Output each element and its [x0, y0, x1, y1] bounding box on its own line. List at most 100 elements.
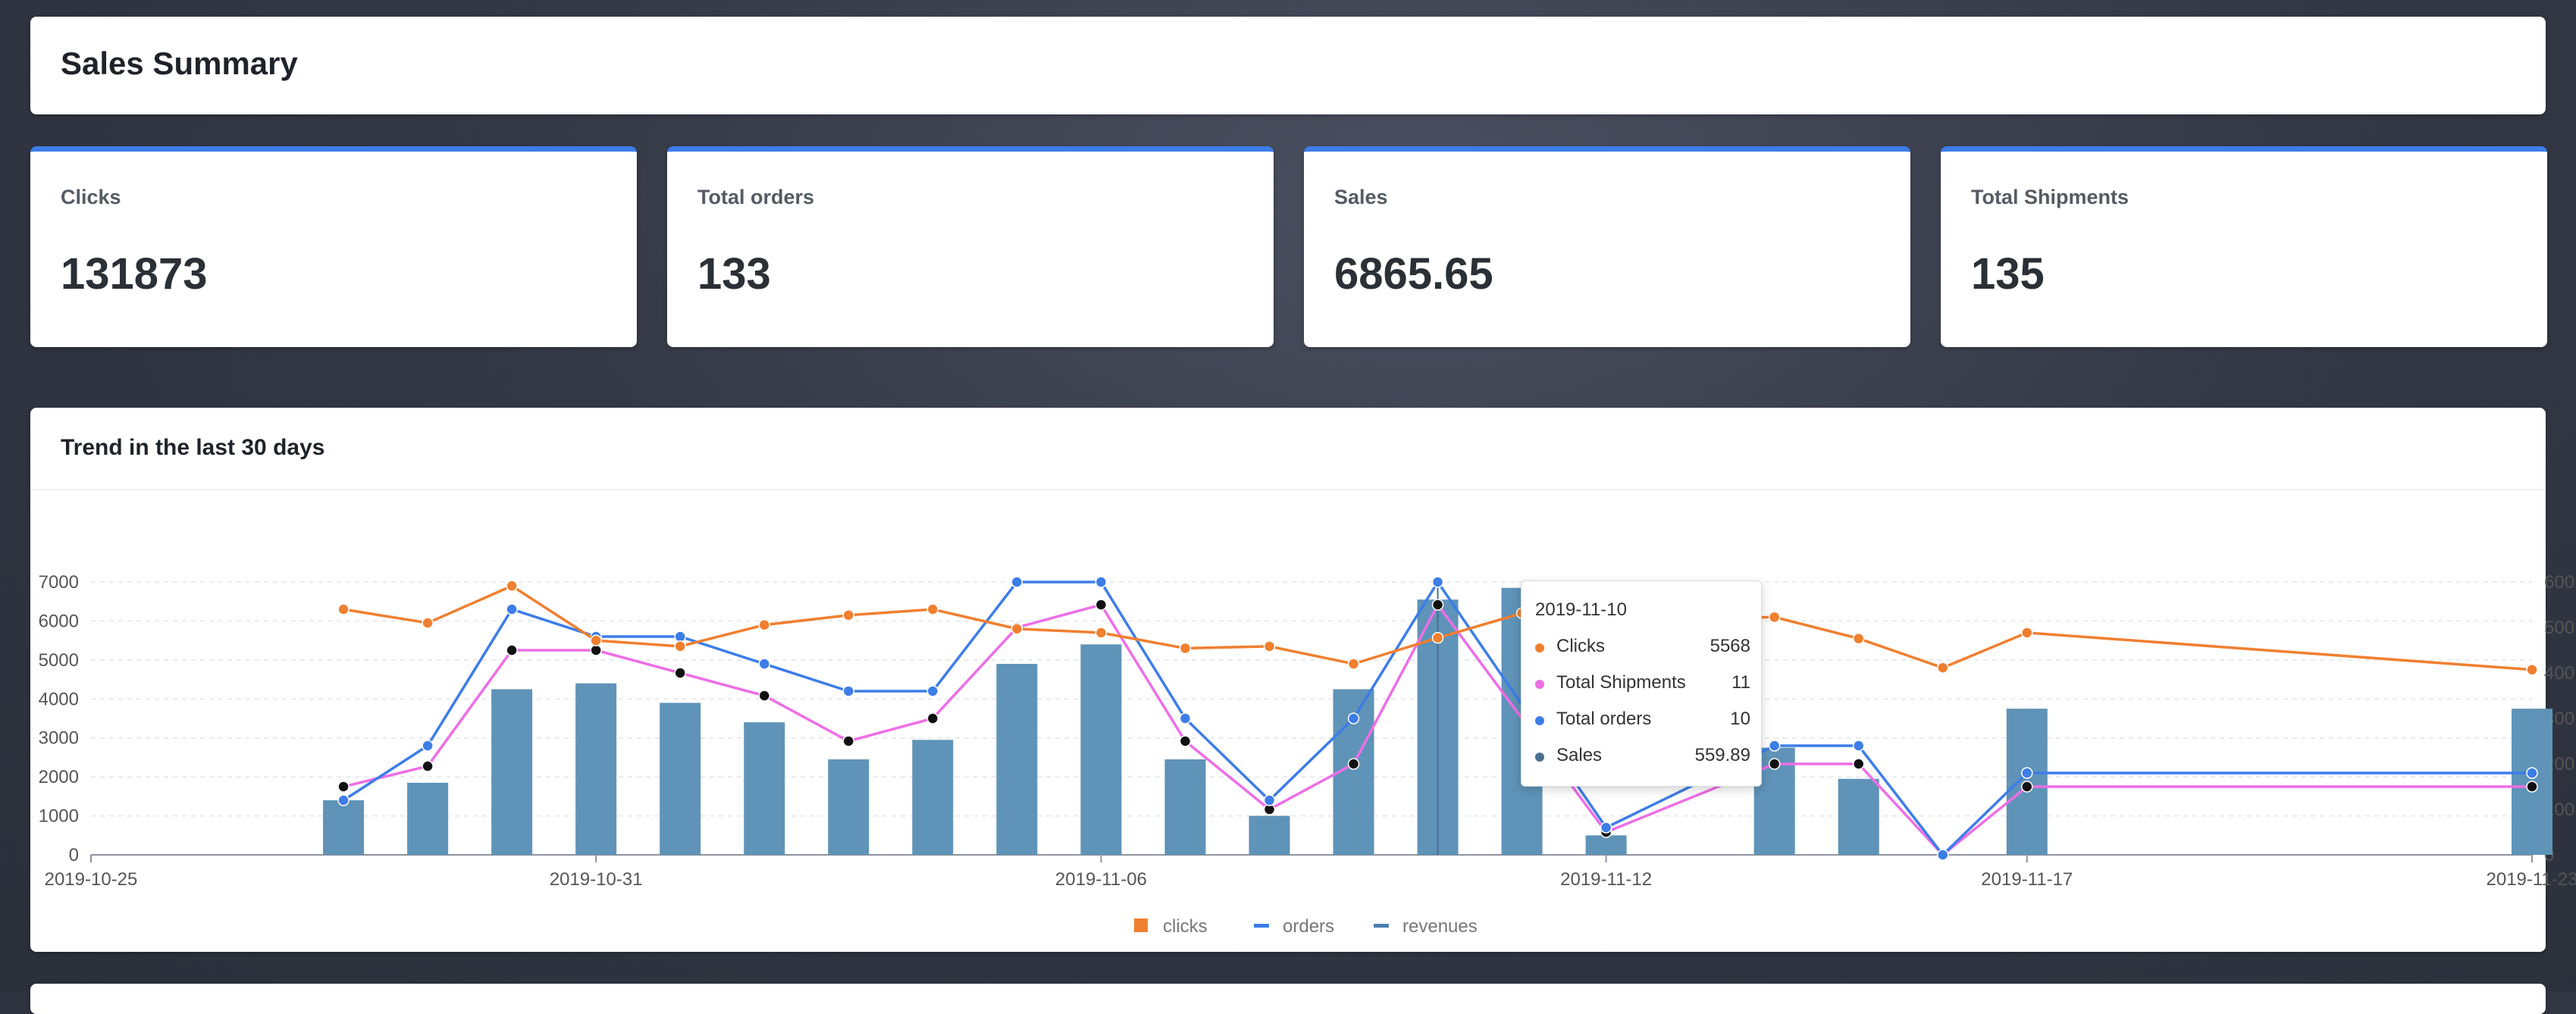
point-total-shipments [2526, 781, 2538, 793]
x-tick-label: 2019-10-31 [550, 869, 643, 890]
page-title: Sales Summary [61, 45, 298, 81]
point-total-shipments [1431, 599, 1444, 611]
y-left-tick-label: 7000 [39, 572, 79, 593]
point-orders [1179, 712, 1192, 725]
point-orders [1263, 794, 1276, 806]
stat-card-clicks: Clicks 131873 [30, 146, 637, 347]
line-orders [343, 579, 2532, 857]
bar-revenues [744, 722, 785, 855]
point-total-shipments [1768, 758, 1781, 770]
point-orders [2021, 767, 2033, 779]
stat-value: 135 [1971, 249, 2045, 299]
legend-clicks-swatch-icon [1134, 919, 1148, 932]
point-orders [1768, 740, 1781, 752]
trend-chart[interactable]: 0100020003000400050006000700001002003004… [0, 0, 2576, 991]
point-clicks [590, 634, 602, 646]
line-total-shipments [343, 602, 2532, 857]
tooltip-series-name: Clicks [1556, 636, 1605, 656]
bar-revenues [575, 683, 617, 855]
tooltip-series-value: 559.89 [1694, 745, 1750, 765]
point-total-shipments [926, 712, 939, 725]
series-dot-icon [1535, 643, 1544, 653]
trend-title: Trend in the last 30 days [61, 435, 325, 460]
point-orders [1095, 576, 1108, 588]
point-orders [1937, 849, 1949, 861]
point-total-shipments [337, 781, 349, 793]
tooltip-row-total-orders: Total orders 10 [1535, 709, 1750, 731]
series-dot-icon [1535, 753, 1544, 762]
legend-revenues-swatch-icon [1374, 924, 1389, 928]
tooltip-date: 2019-11-10 [1535, 599, 1627, 620]
point-clicks [758, 618, 771, 631]
bar-revenues [660, 703, 701, 855]
x-tick-label: 2019-10-25 [45, 869, 138, 890]
point-orders [1347, 712, 1360, 725]
x-tick-label: 2019-11-17 [1981, 869, 2073, 890]
point-orders [506, 603, 518, 615]
point-orders [926, 685, 939, 697]
stat-label: Total orders [697, 186, 815, 208]
bar-revenues [1585, 835, 1627, 855]
stat-card-total-shipments: Total Shipments 135 [1941, 146, 2547, 347]
point-total-shipments [1179, 735, 1192, 747]
stat-label: Total Shipments [1971, 186, 2129, 208]
point-orders [1852, 740, 1865, 752]
point-orders [2526, 767, 2538, 779]
point-orders [421, 740, 434, 752]
bar-revenues [1838, 778, 1879, 855]
point-total-shipments [674, 667, 686, 679]
tooltip-series-name: Total orders [1556, 709, 1652, 729]
point-clicks [1937, 662, 1949, 674]
trend-card: Trend in the last 30 days [30, 408, 2546, 952]
stat-card-total-orders: Total orders 133 [667, 146, 1274, 347]
divider [30, 489, 2546, 490]
bar-revenues [323, 800, 365, 855]
point-total-shipments [590, 644, 602, 656]
legend-orders-label[interactable]: orders [1283, 916, 1334, 937]
point-total-shipments [842, 735, 855, 747]
chart-tooltip: 2019-11-10 Clicks 5568 Total Shipments 1… [1521, 581, 1762, 787]
y-left-tick-label: 4000 [39, 689, 79, 709]
x-tick-label: 2019-11-06 [1055, 869, 1147, 890]
point-clicks [842, 609, 855, 621]
point-total-shipments [506, 644, 518, 656]
legend-clicks-label[interactable]: clicks [1163, 916, 1208, 937]
y-left-tick-label: 1000 [39, 806, 79, 827]
point-clicks [337, 603, 349, 615]
point-orders [1011, 576, 1023, 588]
point-clicks [1095, 627, 1108, 639]
point-orders [674, 631, 686, 643]
y-right-tick-label: 400 [2544, 663, 2574, 684]
stat-value: 6865.65 [1334, 249, 1493, 299]
point-clicks [1179, 642, 1192, 655]
tooltip-row-total-shipments: Total Shipments 11 [1535, 672, 1750, 695]
point-total-shipments [1095, 599, 1108, 611]
line-clicks [343, 584, 2533, 671]
tooltip-series-value: 10 [1730, 709, 1750, 729]
x-tick-label: 2019-11-23 [2487, 869, 2576, 890]
stat-card-sales: Sales 6865.65 [1304, 146, 1910, 347]
stat-label: Clicks [61, 186, 121, 208]
y-left-tick-label: 0 [69, 845, 79, 865]
point-clicks [1011, 622, 1023, 635]
point-clicks [421, 617, 434, 629]
bar-revenues [1164, 759, 1206, 855]
y-left-tick-label: 3000 [39, 728, 79, 749]
bar-revenues [407, 782, 449, 855]
series-dot-icon [1535, 680, 1544, 689]
x-tick-label: 2019-11-12 [1560, 869, 1652, 890]
point-clicks [1263, 640, 1276, 653]
point-clicks [674, 640, 686, 653]
point-orders [1431, 576, 1444, 588]
y-left-tick-label: 5000 [39, 650, 79, 671]
point-clicks [1347, 658, 1360, 670]
stat-value: 131873 [61, 249, 208, 299]
point-total-shipments [1852, 758, 1865, 770]
point-clicks [2526, 663, 2538, 676]
legend-revenues-label[interactable]: revenues [1402, 916, 1478, 937]
next-card [30, 984, 2546, 1014]
tooltip-row-sales: Sales 559.89 [1535, 745, 1750, 768]
bar-revenues [996, 664, 1038, 855]
point-clicks [1431, 631, 1444, 644]
tooltip-row-clicks: Clicks 5568 [1535, 636, 1750, 659]
